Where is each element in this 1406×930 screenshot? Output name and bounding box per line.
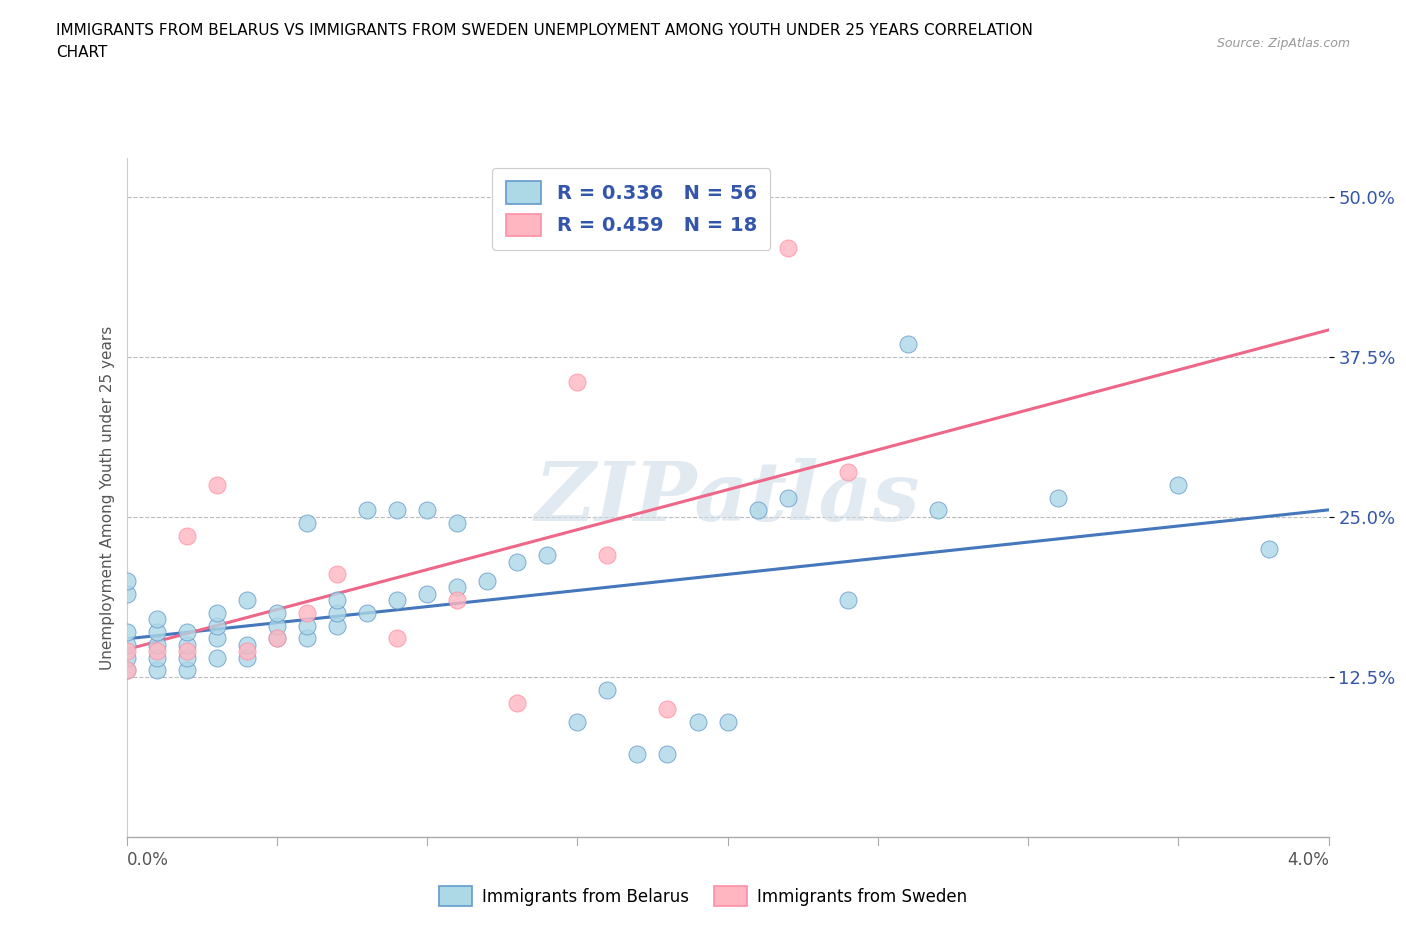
Point	[326, 605, 349, 620]
Point	[446, 579, 468, 594]
Point	[145, 650, 167, 665]
Point	[115, 586, 138, 601]
Point	[145, 644, 167, 658]
Point	[626, 746, 648, 761]
Point	[235, 650, 259, 665]
Point	[356, 503, 378, 518]
Point	[115, 644, 138, 658]
Text: ZIPatlas: ZIPatlas	[534, 458, 921, 538]
Point	[446, 516, 468, 531]
Point	[506, 554, 529, 569]
Point	[326, 618, 349, 633]
Point	[897, 337, 920, 352]
Point	[176, 663, 198, 678]
Point	[385, 592, 408, 607]
Point	[205, 477, 228, 492]
Point	[176, 650, 198, 665]
Point	[115, 574, 138, 589]
Point	[235, 644, 259, 658]
Point	[295, 631, 318, 646]
Point	[295, 618, 318, 633]
Text: IMMIGRANTS FROM BELARUS VS IMMIGRANTS FROM SWEDEN UNEMPLOYMENT AMONG YOUTH UNDER: IMMIGRANTS FROM BELARUS VS IMMIGRANTS FR…	[56, 23, 1033, 38]
Legend: Immigrants from Belarus, Immigrants from Sweden: Immigrants from Belarus, Immigrants from…	[432, 880, 974, 912]
Point	[1257, 541, 1279, 556]
Point	[176, 528, 198, 543]
Point	[115, 663, 138, 678]
Point	[536, 548, 558, 563]
Point	[205, 631, 228, 646]
Point	[115, 650, 138, 665]
Point	[266, 631, 288, 646]
Point	[596, 683, 619, 698]
Point	[385, 631, 408, 646]
Point	[326, 567, 349, 582]
Text: Source: ZipAtlas.com: Source: ZipAtlas.com	[1216, 37, 1350, 50]
Point	[205, 650, 228, 665]
Point	[567, 375, 589, 390]
Point	[326, 592, 349, 607]
Point	[176, 644, 198, 658]
Point	[145, 663, 167, 678]
Point	[145, 612, 167, 627]
Point	[176, 637, 198, 652]
Point	[837, 592, 859, 607]
Point	[145, 625, 167, 640]
Point	[657, 746, 679, 761]
Point	[506, 695, 529, 710]
Point	[416, 586, 439, 601]
Point	[475, 574, 498, 589]
Point	[115, 663, 138, 678]
Point	[776, 490, 799, 505]
Point	[686, 714, 709, 729]
Point	[295, 605, 318, 620]
Point	[176, 625, 198, 640]
Point	[145, 637, 167, 652]
Text: 4.0%: 4.0%	[1286, 851, 1329, 869]
Point	[266, 618, 288, 633]
Point	[385, 503, 408, 518]
Text: 0.0%: 0.0%	[127, 851, 169, 869]
Point	[567, 714, 589, 729]
Point	[716, 714, 740, 729]
Point	[235, 637, 259, 652]
Point	[356, 605, 378, 620]
Point	[596, 548, 619, 563]
Point	[115, 637, 138, 652]
Point	[295, 516, 318, 531]
Point	[657, 701, 679, 716]
Point	[266, 631, 288, 646]
Point	[446, 592, 468, 607]
Point	[205, 618, 228, 633]
Legend: R = 0.336   N = 56, R = 0.459   N = 18: R = 0.336 N = 56, R = 0.459 N = 18	[492, 167, 770, 249]
Point	[205, 605, 228, 620]
Point	[747, 503, 769, 518]
Point	[115, 625, 138, 640]
Point	[1047, 490, 1070, 505]
Point	[1167, 477, 1189, 492]
Point	[235, 592, 259, 607]
Point	[837, 464, 859, 479]
Point	[776, 240, 799, 255]
Point	[266, 605, 288, 620]
Point	[416, 503, 439, 518]
Text: CHART: CHART	[56, 45, 108, 60]
Point	[927, 503, 949, 518]
Y-axis label: Unemployment Among Youth under 25 years: Unemployment Among Youth under 25 years	[100, 326, 115, 670]
